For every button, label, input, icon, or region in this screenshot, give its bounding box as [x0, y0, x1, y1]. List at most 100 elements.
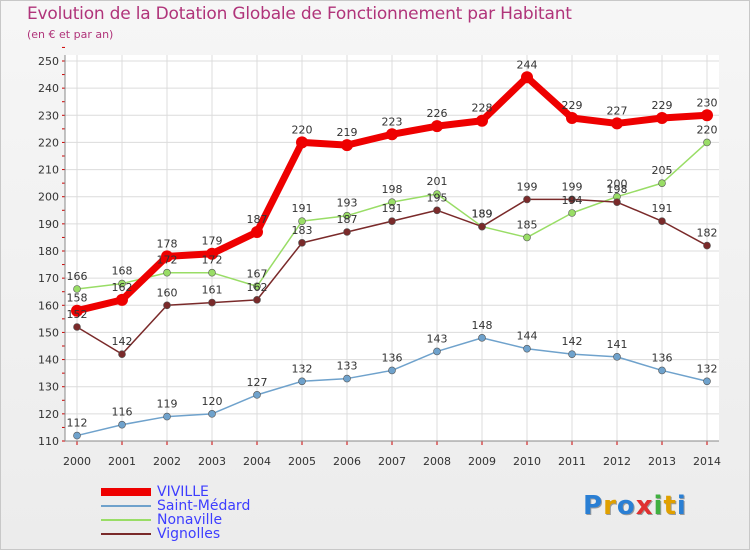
data-label: 199 — [562, 180, 583, 193]
data-label: 205 — [652, 164, 673, 177]
legend-label: Vignolles — [157, 526, 221, 542]
y-tick-label: 150 — [38, 326, 59, 339]
data-point — [163, 268, 171, 277]
data-point — [343, 374, 351, 383]
data-point — [208, 298, 216, 307]
data-point — [703, 377, 711, 386]
data-label: 132 — [697, 362, 718, 375]
data-point — [253, 296, 261, 304]
data-label: 162 — [247, 281, 268, 294]
x-tick-label: 2003 — [198, 455, 226, 468]
data-label: 148 — [472, 319, 493, 332]
data-label: 191 — [652, 202, 673, 215]
data-point — [163, 301, 171, 310]
x-tick-label: 2000 — [63, 455, 91, 468]
data-label: 142 — [112, 335, 133, 348]
data-label: 199 — [517, 180, 538, 193]
data-point — [208, 268, 216, 277]
data-label: 182 — [697, 227, 718, 240]
data-label: 160 — [157, 286, 178, 299]
data-point — [251, 226, 263, 238]
data-point — [341, 139, 353, 152]
data-point — [343, 228, 351, 236]
data-label: 223 — [382, 115, 403, 128]
data-point — [253, 391, 261, 399]
data-point — [658, 366, 666, 375]
data-label: 201 — [427, 175, 448, 188]
data-point — [658, 179, 666, 187]
y-tick-label: 130 — [38, 381, 59, 394]
x-tick-label: 2014 — [693, 455, 721, 468]
data-point — [476, 114, 488, 127]
legend-swatch — [101, 519, 151, 521]
data-label: 133 — [337, 360, 358, 373]
data-label: 189 — [472, 208, 493, 221]
y-tick-label: 110 — [38, 435, 59, 448]
legend-swatch — [101, 533, 151, 535]
data-label: 144 — [517, 330, 538, 343]
data-label: 195 — [427, 191, 448, 204]
legend-item: Vignolles — [101, 527, 250, 541]
y-tick-label: 220 — [38, 136, 59, 149]
x-tick-label: 2004 — [243, 455, 271, 468]
legend-label: Saint-Médard — [157, 498, 251, 514]
y-tick-label: 170 — [38, 272, 59, 285]
data-label: 219 — [337, 126, 358, 139]
data-point — [431, 120, 443, 133]
y-tick-label: 210 — [38, 164, 59, 177]
data-point — [253, 282, 261, 291]
y-tick-label: 180 — [38, 245, 59, 258]
data-label: 167 — [247, 267, 268, 280]
data-point — [703, 241, 711, 250]
chart-legend: VIVILLE Saint-Médard Nonaville Vignolles — [101, 485, 250, 541]
y-tick-label: 140 — [38, 354, 59, 367]
data-point — [478, 222, 486, 231]
data-point — [566, 112, 578, 124]
data-point — [521, 71, 533, 84]
data-point — [298, 217, 306, 225]
x-tick-label: 2002 — [153, 455, 181, 468]
x-tick-label: 2009 — [468, 455, 496, 468]
data-label: 136 — [382, 351, 403, 364]
data-point — [523, 233, 531, 242]
y-tick-label: 200 — [38, 191, 59, 204]
legend-label: VIVILLE — [157, 484, 209, 500]
data-label: 198 — [607, 183, 628, 196]
data-point — [433, 206, 441, 215]
data-point — [613, 198, 621, 206]
data-label: 226 — [427, 107, 448, 120]
y-tick-label: 190 — [38, 218, 59, 231]
data-point — [118, 420, 126, 429]
data-point — [478, 334, 486, 342]
legend-swatch — [101, 505, 151, 507]
legend-item: Saint-Médard — [101, 499, 250, 513]
data-label: 161 — [202, 284, 223, 297]
data-label: 172 — [202, 254, 223, 267]
data-label: 162 — [112, 281, 133, 294]
proxiti-logo: Proxiti — [583, 491, 687, 521]
data-label: 229 — [652, 99, 673, 112]
x-tick-label: 2006 — [333, 455, 361, 468]
x-tick-label: 2011 — [558, 455, 586, 468]
data-label: 152 — [67, 308, 88, 321]
data-label: 168 — [112, 265, 133, 278]
y-tick-label: 240 — [38, 82, 59, 95]
chart-subtitle: (en € et par an) — [27, 28, 114, 41]
x-tick-label: 2010 — [513, 455, 541, 468]
data-label: 193 — [337, 197, 358, 210]
data-label: 143 — [427, 332, 448, 345]
data-point — [433, 190, 441, 198]
data-point — [656, 112, 668, 124]
data-label: 198 — [382, 183, 403, 196]
data-label: 158 — [67, 292, 88, 305]
x-tick-label: 2005 — [288, 455, 316, 468]
data-label: 142 — [562, 335, 583, 348]
data-point — [658, 217, 666, 225]
data-point — [298, 377, 306, 386]
data-label: 229 — [562, 99, 583, 112]
data-label: 120 — [202, 395, 223, 408]
data-point — [611, 117, 623, 130]
data-label: 127 — [247, 376, 268, 389]
